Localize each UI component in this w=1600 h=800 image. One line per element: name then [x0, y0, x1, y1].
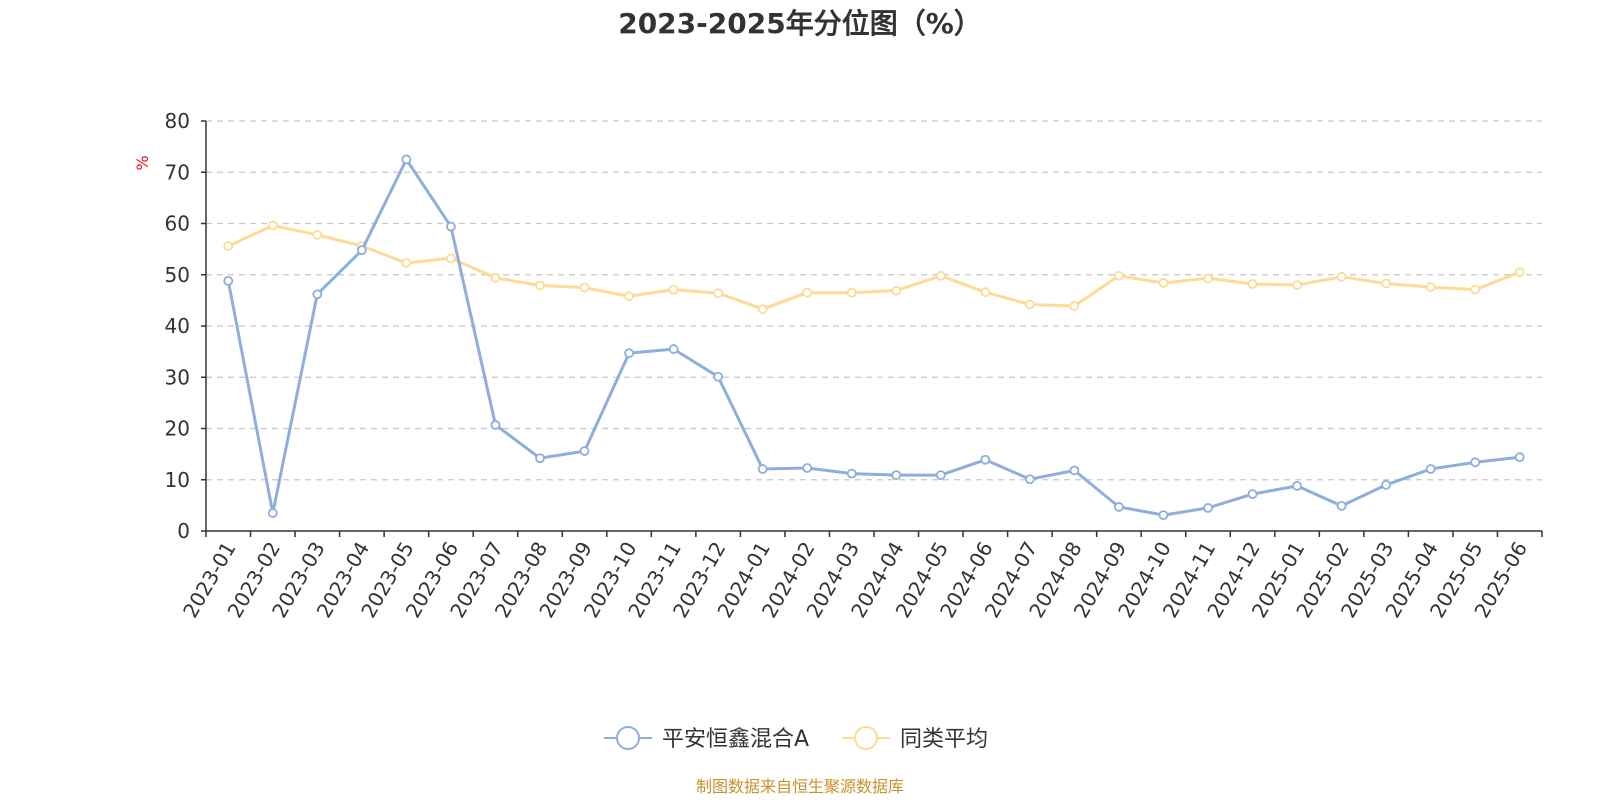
point-1-2025-01 [1292, 280, 1302, 290]
point-0-2024-01 [757, 464, 768, 474]
point-1-2025-05 [1470, 284, 1481, 295]
legend-label-0: 平安恒鑫混合A [662, 727, 809, 752]
series-0 [223, 154, 1525, 521]
point-1-2024-11 [1203, 273, 1213, 284]
point-0-2024-03 [846, 468, 857, 479]
y-axis-unit: % [133, 155, 152, 170]
point-0-2025-01 [1292, 480, 1302, 491]
point-1-2023-06 [446, 253, 456, 264]
y-tick-label-50: 50 [165, 263, 190, 287]
point-1-2024-06 [980, 287, 991, 298]
point-1-2023-12 [713, 288, 724, 299]
point-0-2023-01 [223, 275, 234, 286]
point-1-2023-10 [624, 291, 634, 302]
y-tick-label-80: 80 [165, 109, 190, 133]
legend-item-0: 平安恒鑫混合A [604, 726, 809, 752]
point-0-2025-06 [1514, 452, 1525, 463]
point-0-2023-03 [312, 289, 323, 300]
point-0-2024-11 [1203, 503, 1213, 513]
point-1-2023-02 [267, 220, 278, 231]
point-0-2025-04 [1425, 464, 1436, 474]
point-0-2024-12 [1247, 489, 1258, 500]
point-1-2024-09 [1114, 270, 1124, 281]
point-1-2023-01 [223, 241, 234, 251]
point-1-2023-09 [579, 282, 590, 293]
point-0-2024-09 [1114, 502, 1124, 512]
point-0-2024-06 [980, 454, 991, 465]
y-tick-label-10: 10 [165, 468, 190, 492]
point-0-2024-10 [1158, 510, 1169, 521]
point-1-2023-08 [535, 280, 545, 291]
point-0-2023-07 [490, 420, 501, 430]
point-0-2024-02 [802, 463, 813, 473]
grid-lines [206, 120, 1542, 481]
point-0-2024-08 [1069, 465, 1080, 476]
point-1-2023-03 [312, 229, 323, 240]
axes: 010203040506070802023-012023-022023-0320… [165, 109, 1543, 622]
point-1-2025-06 [1514, 267, 1525, 278]
legend-label-1: 同类平均 [900, 727, 988, 752]
point-1-2025-04 [1425, 282, 1436, 292]
series-line-1 [227, 224, 1521, 311]
point-0-2023-10 [624, 348, 634, 359]
legend-swatch-marker-0 [616, 726, 640, 750]
point-0-2024-04 [891, 470, 902, 481]
y-tick-label-60: 60 [165, 212, 190, 236]
y-tick-label-20: 20 [165, 417, 190, 441]
series-layer [223, 154, 1525, 521]
point-1-2024-10 [1158, 278, 1169, 288]
point-1-2024-12 [1247, 279, 1258, 289]
y-tick-label-40: 40 [165, 314, 190, 338]
point-1-2025-03 [1381, 278, 1392, 289]
point-0-2025-05 [1470, 457, 1481, 468]
point-0-2023-04 [356, 245, 367, 256]
point-1-2024-08 [1069, 301, 1080, 311]
y-tick-label-30: 30 [165, 365, 190, 389]
chart-title: 2023-2025年分位图（%） [618, 7, 982, 40]
legend-item-1: 同类平均 [842, 726, 988, 752]
series-1 [223, 220, 1525, 314]
point-0-2024-07 [1024, 474, 1035, 485]
point-1-2024-02 [802, 287, 813, 298]
y-tick-label-0: 0 [177, 519, 190, 543]
point-1-2023-07 [490, 272, 501, 283]
point-1-2023-05 [401, 258, 412, 268]
point-0-2023-02 [267, 508, 278, 518]
point-0-2023-08 [535, 453, 545, 464]
point-0-2025-02 [1336, 500, 1347, 511]
point-1-2024-04 [891, 285, 902, 296]
point-1-2023-11 [668, 284, 679, 295]
point-1-2024-01 [757, 304, 768, 314]
point-0-2024-05 [935, 470, 946, 481]
point-1-2024-03 [846, 287, 857, 298]
point-1-2024-05 [935, 270, 946, 281]
point-0-2023-05 [401, 154, 412, 165]
series-line-0 [226, 157, 1520, 517]
point-0-2025-03 [1381, 479, 1392, 490]
y-tick-label-70: 70 [165, 160, 190, 184]
point-0-2023-11 [668, 344, 679, 354]
legend-swatch-marker-1 [854, 726, 878, 750]
point-0-2023-12 [713, 371, 724, 382]
legend: 平安恒鑫混合A 同类平均 [604, 726, 988, 752]
point-1-2025-02 [1336, 271, 1347, 282]
source-note: 制图数据来自恒生聚源数据库 [696, 777, 904, 796]
point-1-2024-07 [1024, 299, 1035, 310]
point-0-2023-06 [446, 221, 456, 232]
point-0-2023-09 [579, 446, 590, 456]
